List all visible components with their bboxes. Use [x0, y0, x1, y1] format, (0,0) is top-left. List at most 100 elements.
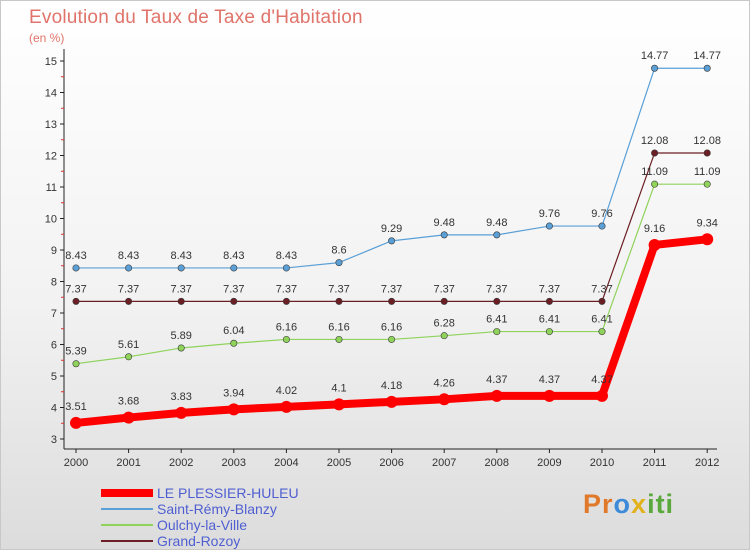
legend-swatch	[101, 508, 153, 510]
x-tick-label: 2004	[274, 457, 298, 469]
brand-logo: Proxiti	[583, 489, 674, 520]
data-label: 9.76	[591, 208, 612, 220]
data-point	[490, 389, 503, 402]
data-point	[70, 416, 82, 429]
data-label: 6.41	[539, 314, 560, 326]
x-tick-label: 2010	[590, 457, 614, 469]
data-label: 4.26	[433, 377, 454, 389]
x-tick-label: 2008	[485, 457, 509, 469]
data-point	[388, 237, 396, 245]
data-point	[493, 328, 501, 336]
data-label: 14.77	[641, 50, 669, 62]
data-point	[703, 180, 711, 188]
data-point	[280, 400, 293, 413]
x-tick-label: 2007	[432, 457, 456, 469]
data-point	[543, 389, 556, 402]
data-label: 7.37	[433, 283, 454, 295]
data-point	[438, 393, 451, 406]
x-tick-label: 2006	[379, 457, 403, 469]
data-label: 9.29	[381, 223, 402, 235]
x-tick-label: 2005	[327, 457, 351, 469]
y-tick-label: 14	[45, 88, 57, 100]
legend-swatch	[101, 524, 153, 526]
y-tick-label: 13	[45, 119, 57, 131]
y-tick-label: 5	[51, 371, 57, 383]
brand-part-3: x	[631, 489, 648, 519]
y-tick-label: 3	[51, 434, 57, 446]
data-label: 8.43	[118, 250, 139, 262]
data-label: 8.43	[276, 250, 297, 262]
data-point	[440, 297, 448, 305]
legend-label: Oulchy-la-Ville	[157, 517, 247, 533]
data-point	[282, 297, 290, 305]
data-label: 6.04	[223, 325, 244, 337]
data-point	[651, 149, 659, 157]
data-point	[125, 264, 133, 272]
data-label: 8.6	[331, 245, 346, 257]
data-label: 12.08	[693, 135, 721, 147]
data-point	[230, 264, 238, 272]
data-point	[125, 297, 133, 305]
data-label: 7.37	[486, 283, 507, 295]
data-point	[598, 222, 606, 230]
data-point	[333, 398, 345, 411]
x-tick-label: 2000	[64, 457, 88, 469]
data-point	[230, 339, 238, 347]
data-point	[388, 297, 396, 305]
legend-label: Saint-Rémy-Blanzy	[157, 501, 277, 517]
y-tick-label: 15	[45, 56, 57, 68]
data-label: 9.76	[539, 208, 560, 220]
data-label: 4.02	[276, 385, 297, 397]
x-tick-label: 2009	[537, 457, 561, 469]
data-label: 5.89	[170, 330, 191, 342]
data-point	[282, 264, 290, 272]
data-label: 3.94	[223, 387, 244, 399]
data-point	[177, 297, 185, 305]
data-label: 7.37	[223, 283, 244, 295]
data-point	[598, 328, 606, 336]
brand-part-4: iti	[647, 489, 675, 519]
data-label: 7.37	[65, 283, 86, 295]
data-point	[701, 233, 714, 246]
data-label: 6.16	[381, 321, 402, 333]
data-label: 9.34	[696, 217, 717, 229]
x-tick-label: 2012	[695, 457, 719, 469]
data-label: 7.37	[118, 283, 139, 295]
data-label: 6.28	[433, 318, 454, 330]
data-label: 14.77	[693, 50, 721, 62]
data-label: 7.37	[328, 283, 349, 295]
data-label: 4.1	[331, 382, 346, 394]
x-tick-label: 2002	[169, 457, 193, 469]
data-label: 7.37	[591, 283, 612, 295]
data-label: 9.48	[433, 217, 454, 229]
legend-label: LE PLESSIER-HULEU	[157, 485, 299, 501]
data-label: 5.39	[65, 346, 86, 358]
data-label: 8.43	[170, 250, 191, 262]
data-label: 5.61	[118, 339, 139, 351]
data-label: 4.18	[381, 380, 402, 392]
data-point	[122, 411, 135, 424]
data-label: 4.37	[539, 374, 560, 386]
brand-part-1: Pr	[583, 489, 614, 519]
data-point	[177, 344, 185, 352]
data-label: 12.08	[641, 135, 669, 147]
data-label: 7.37	[276, 283, 297, 295]
data-point	[335, 259, 343, 267]
data-label: 3.83	[170, 391, 191, 403]
data-label: 3.51	[65, 401, 86, 413]
data-point	[125, 353, 133, 361]
x-tick-label: 2001	[116, 457, 140, 469]
data-label: 4.37	[591, 374, 612, 386]
data-point	[703, 149, 711, 157]
data-label: 6.41	[591, 314, 612, 326]
data-point	[227, 403, 240, 416]
data-label: 6.16	[328, 321, 349, 333]
data-label: 8.43	[223, 250, 244, 262]
data-point	[72, 297, 80, 305]
data-label: 7.37	[381, 283, 402, 295]
data-label: 11.09	[694, 166, 721, 178]
data-point	[230, 297, 238, 305]
data-point	[545, 328, 553, 336]
data-point	[493, 231, 501, 239]
